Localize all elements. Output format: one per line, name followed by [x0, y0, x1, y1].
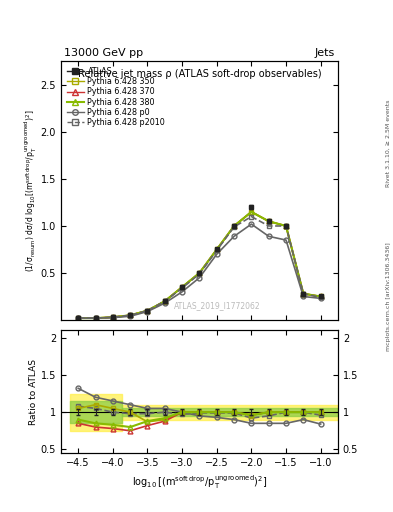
Text: mcplots.cern.ch [arXiv:1306.3436]: mcplots.cern.ch [arXiv:1306.3436] [386, 243, 391, 351]
Y-axis label: (1/σ$_\mathrm{resum}$) dσ/d log$_{10}$[(m$^\mathrm{soft\,drop}$/p$_\mathrm{T}^\m: (1/σ$_\mathrm{resum}$) dσ/d log$_{10}$[(… [23, 110, 39, 272]
Text: 13000 GeV pp: 13000 GeV pp [64, 48, 143, 57]
Text: Jets: Jets [315, 48, 335, 57]
Text: Relative jet mass ρ (ATLAS soft-drop observables): Relative jet mass ρ (ATLAS soft-drop obs… [78, 69, 321, 79]
X-axis label: $\log_{10}$[(m$^{\mathrm{soft\,drop}}$/p$_\mathrm{T}^{\mathrm{ungroomed}}$)$^{2}: $\log_{10}$[(m$^{\mathrm{soft\,drop}}$/p… [132, 474, 267, 492]
Y-axis label: Ratio to ATLAS: Ratio to ATLAS [29, 359, 38, 424]
Legend: ATLAS, Pythia 6.428 350, Pythia 6.428 370, Pythia 6.428 380, Pythia 6.428 p0, Py: ATLAS, Pythia 6.428 350, Pythia 6.428 37… [65, 66, 167, 129]
Text: Rivet 3.1.10, ≥ 2.5M events: Rivet 3.1.10, ≥ 2.5M events [386, 100, 391, 187]
Text: ATLAS_2019_I1772062: ATLAS_2019_I1772062 [173, 302, 260, 311]
